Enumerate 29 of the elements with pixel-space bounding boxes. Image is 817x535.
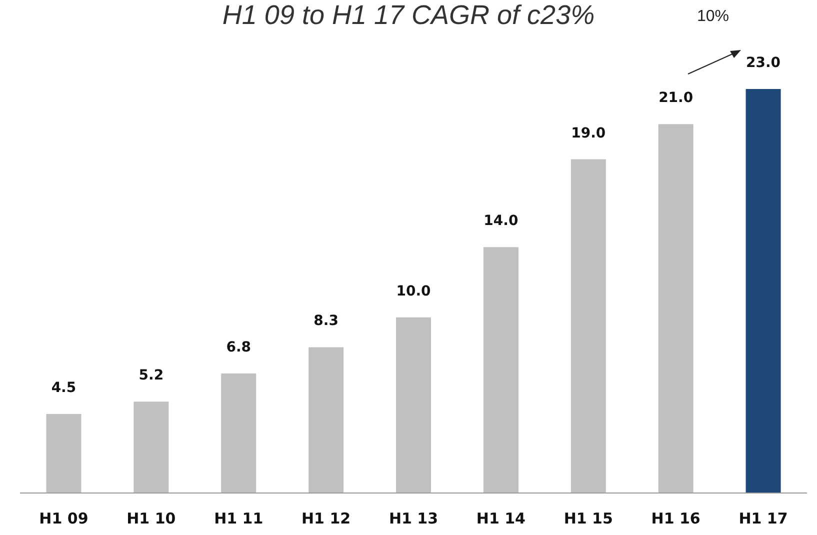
bar	[221, 374, 256, 493]
bar	[746, 89, 781, 493]
x-tick-label: H1 14	[476, 510, 526, 528]
data-label: 10.0	[396, 283, 432, 300]
bar	[483, 247, 518, 493]
x-tick-label: H1 11	[214, 510, 264, 528]
x-tick-label: H1 13	[388, 510, 438, 528]
bar	[308, 347, 344, 493]
x-tick-label: H1 15	[564, 510, 613, 528]
data-label: 19.0	[571, 125, 606, 142]
data-label: 6.8	[226, 340, 252, 356]
chart-title: H1 09 to H1 17 CAGR of c23%	[222, 0, 595, 30]
data-label: 5.2	[138, 368, 164, 384]
x-tick-label: H1 12	[302, 510, 351, 528]
x-tick-label: H1 10	[126, 510, 176, 528]
bar	[46, 414, 82, 493]
data-label: 8.3	[314, 313, 338, 330]
bar	[134, 402, 169, 493]
data-label: 21.0	[658, 90, 694, 106]
text: 10%	[697, 8, 730, 26]
data-label: 14.0	[484, 213, 518, 230]
bar	[658, 124, 694, 493]
data-label: 23.0	[746, 55, 781, 71]
bar	[396, 317, 432, 493]
bar	[570, 159, 606, 493]
x-tick-label: H1 17	[738, 510, 788, 528]
x-tick-label: H1 09	[39, 510, 88, 528]
data-label: 4.5	[51, 380, 76, 396]
x-tick-label: H1 16	[651, 510, 700, 528]
